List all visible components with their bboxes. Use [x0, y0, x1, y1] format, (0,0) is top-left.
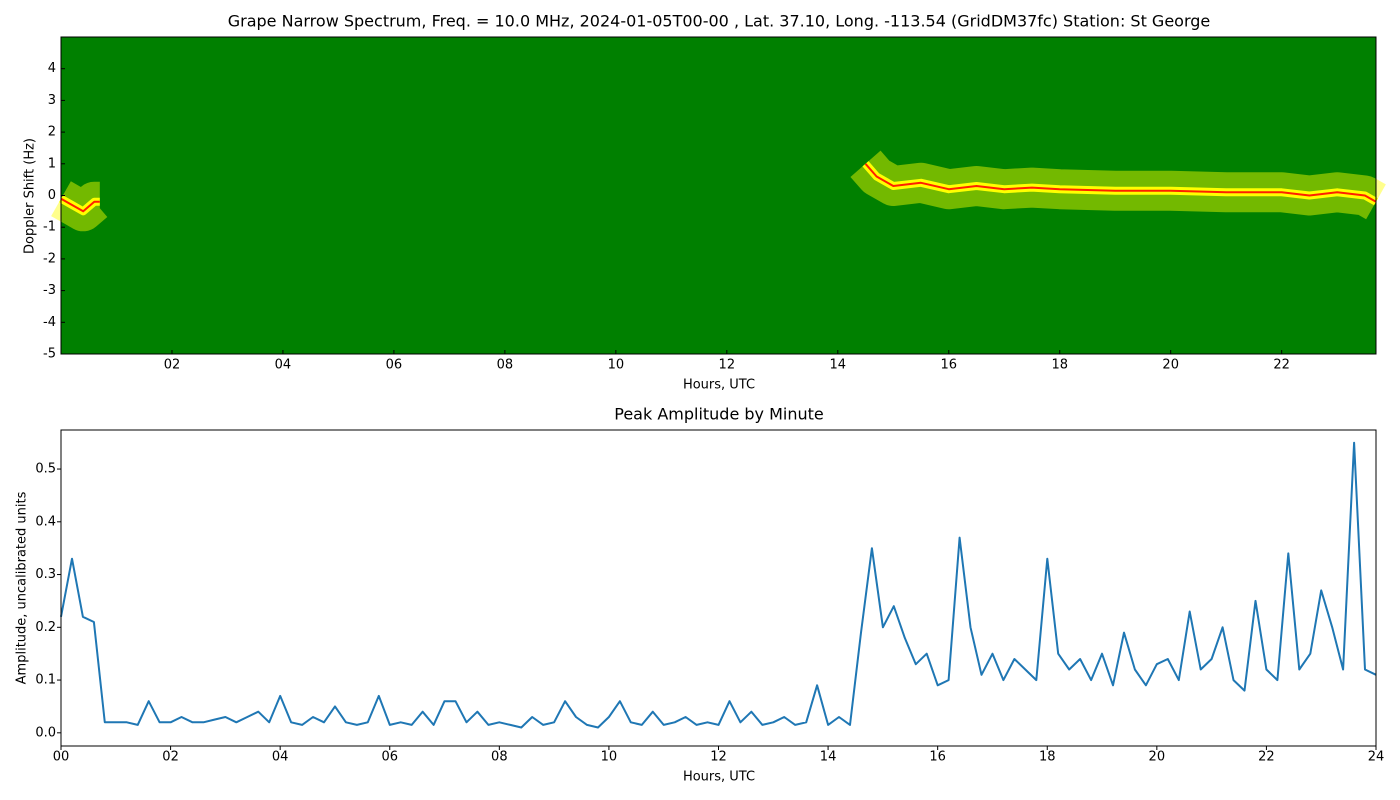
top-title: Grape Narrow Spectrum, Freq. = 10.0 MHz,…	[228, 12, 1211, 31]
x-tick-label: 06	[386, 358, 403, 373]
bottom-x-label: Hours, UTC	[683, 770, 755, 785]
x-tick-label: 14	[820, 750, 837, 765]
y-tick-label: -3	[43, 283, 56, 298]
axes-frame	[60, 429, 1377, 747]
y-tick-label: 0.1	[35, 673, 56, 688]
y-tick-label: -2	[43, 251, 56, 266]
y-tick-label: 3	[48, 93, 56, 108]
x-tick-label: 20	[1149, 750, 1166, 765]
x-tick-label: 20	[1162, 358, 1179, 373]
x-tick-label: 16	[940, 358, 957, 373]
x-tick-label: 18	[1039, 750, 1056, 765]
x-tick-label: 18	[1051, 358, 1068, 373]
x-tick-label: 06	[381, 750, 398, 765]
x-tick-label: 08	[497, 358, 514, 373]
x-tick-label: 12	[719, 358, 736, 373]
bottom-title: Peak Amplitude by Minute	[614, 405, 824, 424]
bottom-y-label: Amplitude, uncalibrated units	[15, 491, 30, 684]
x-tick-label: 02	[162, 750, 179, 765]
y-tick-label: 0	[48, 188, 56, 203]
x-tick-label: 22	[1273, 358, 1290, 373]
spectrogram-background	[61, 37, 1376, 354]
y-tick-label: 0.2	[35, 620, 56, 635]
x-tick-label: 24	[1368, 750, 1385, 765]
y-tick-label: -1	[43, 220, 56, 235]
x-tick-label: 14	[830, 358, 847, 373]
x-tick-label: 02	[164, 358, 181, 373]
x-tick-label: 10	[608, 358, 625, 373]
amplitude-line	[60, 441, 1377, 729]
x-tick-label: 22	[1258, 750, 1275, 765]
y-tick-label: 0.3	[35, 567, 56, 582]
y-tick-label: 0.5	[35, 462, 56, 477]
top-x-label: Hours, UTC	[683, 378, 755, 393]
x-tick-label: 10	[601, 750, 618, 765]
y-tick-label: 1	[48, 156, 56, 171]
x-tick-label: 08	[491, 750, 508, 765]
y-tick-label: 0.4	[35, 514, 56, 529]
y-tick-label: 4	[48, 61, 56, 76]
y-tick-label: 0.0	[35, 725, 56, 740]
x-tick-label: 16	[929, 750, 946, 765]
doppler-trace	[60, 163, 1377, 213]
x-tick-label: 04	[275, 358, 292, 373]
x-tick-label: 04	[272, 750, 289, 765]
top-y-label: Doppler Shift (Hz)	[23, 138, 38, 254]
y-tick-label: -4	[43, 315, 56, 330]
y-tick-label: 2	[48, 125, 56, 140]
x-tick-label: 12	[710, 750, 727, 765]
y-tick-label: -5	[43, 347, 56, 362]
x-tick-label: 00	[53, 750, 70, 765]
